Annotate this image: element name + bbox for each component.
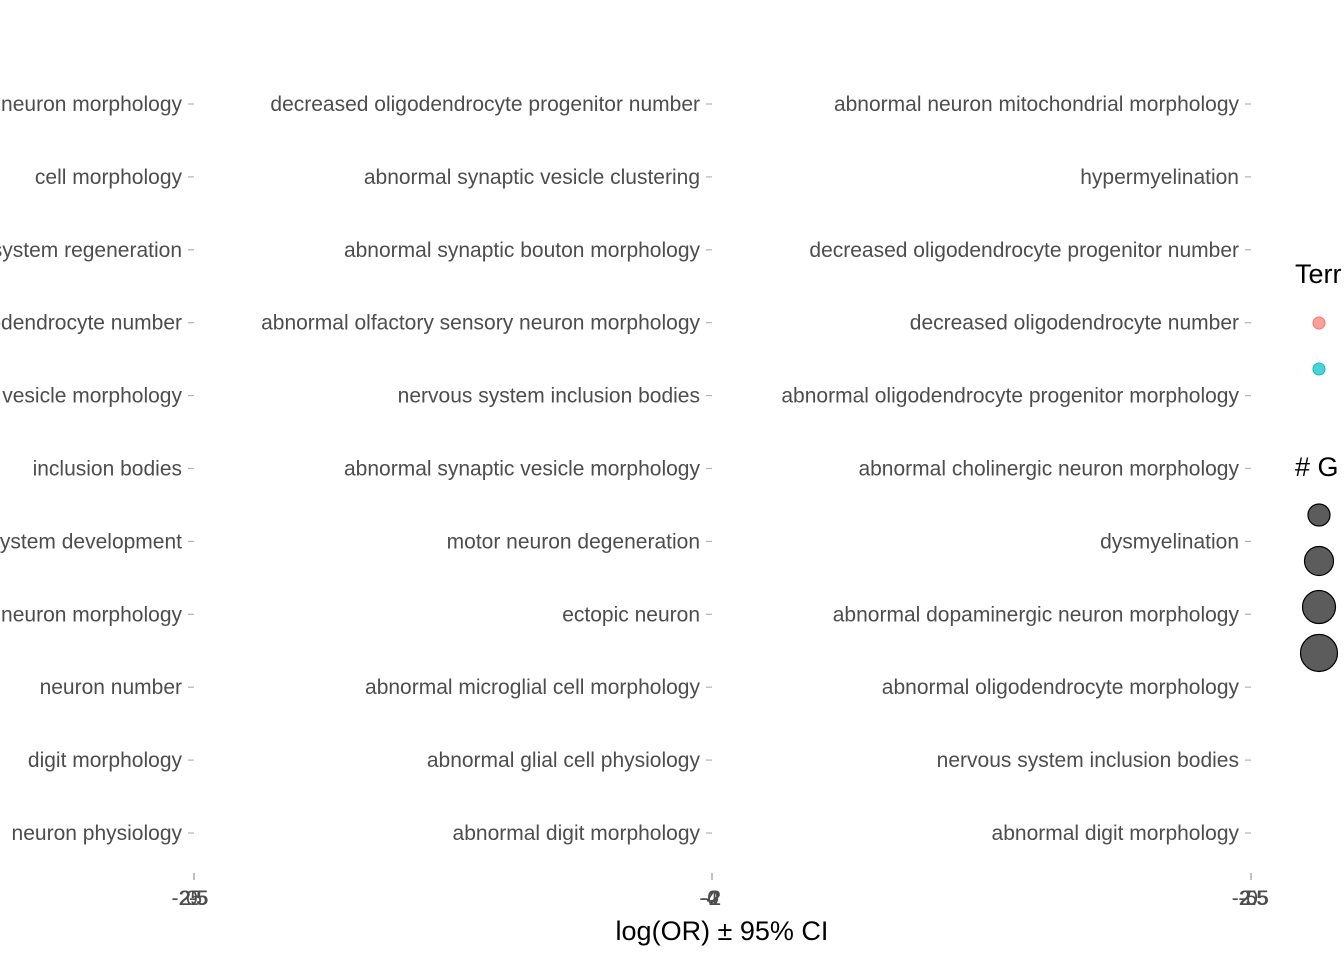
y-tick-label: abnormal digit morphology	[992, 822, 1240, 845]
y-tick-label: neuron morphology	[1, 603, 182, 626]
y-tick-label: inclusion bodies	[33, 458, 182, 481]
y-tick-label: vesicle morphology	[2, 385, 182, 408]
y-tick-label: hypermyelination	[1080, 166, 1239, 189]
y-tick-label: abnormal synaptic bouton morphology	[344, 239, 701, 262]
y-tick-label: motor neuron degeneration	[447, 530, 700, 553]
y-tick-label: abnormal glial cell physiology	[427, 749, 701, 772]
x-tick-label: 5	[190, 887, 202, 910]
x-tick-label: -5	[1238, 887, 1257, 910]
y-tick-label: cell morphology	[35, 166, 183, 189]
size-legend-key	[1303, 545, 1335, 577]
facet-panel-3: abnormal digit morphology nervous system …	[781, 93, 1269, 910]
size-legend-key	[1307, 503, 1331, 527]
color-legend-keys	[1312, 316, 1326, 376]
y-tick-label: neuron number	[40, 676, 182, 699]
y-tick-label: decreased oligodendrocyte progenitor num…	[809, 239, 1239, 262]
y-tick-label: nervous system inclusion bodies	[937, 749, 1239, 772]
color-legend-title: Terr	[1295, 259, 1342, 289]
y-tick-label: abnormal neuron mitochondrial morphology	[834, 93, 1240, 116]
y-tick-label: decreased oligodendrocyte progenitor num…	[270, 93, 700, 116]
x-tick-label: -5	[189, 887, 208, 910]
facet-panel-2: abnormal digit morphology abnormal glial …	[261, 93, 721, 910]
y-tick-label: digit morphology	[28, 749, 183, 772]
y-tick-label: system development	[0, 530, 182, 553]
y-tick-label: abnormal olfactory sensory neuron morpho…	[261, 312, 700, 335]
x-axis-title: log(OR) ± 95% CI	[616, 916, 829, 946]
color-legend-key	[1312, 362, 1326, 376]
color-legend-key	[1312, 316, 1326, 330]
y-tick-label: decreased oligodendrocyte number	[910, 312, 1239, 335]
x-tick-label: 0	[1246, 887, 1258, 910]
y-tick-label: abnormal synaptic vesicle morphology	[344, 458, 701, 481]
facet-panel-1: neuron physiology digit morphology neuron …	[0, 93, 209, 910]
x-tick-label: 2.5	[179, 887, 208, 910]
facet-panels: neuron physiology digit morphology neuron …	[0, 93, 1269, 910]
y-tick-label: ectopic neuron	[562, 603, 700, 626]
y-tick-label: abnormal dopaminergic neuron morphology	[833, 603, 1240, 626]
y-tick-label: oligodendrocyte number	[0, 312, 182, 335]
size-legend-keys	[1299, 503, 1339, 673]
x-tick-label: -2	[702, 887, 721, 910]
x-tick-label: 0	[186, 887, 198, 910]
y-tick-label: abnormal microglial cell morphology	[365, 676, 700, 699]
y-tick-label: neuron physiology	[12, 822, 183, 845]
y-tick-label: abnormal synaptic vesicle clustering	[364, 166, 700, 189]
x-tick-label: 0	[707, 887, 719, 910]
size-legend-title: # G	[1295, 452, 1339, 482]
size-legend-key	[1301, 589, 1337, 625]
y-tick-label: nervous system inclusion bodies	[398, 385, 700, 408]
y-tick-label: abnormal oligodendrocyte progenitor morp…	[781, 385, 1239, 408]
y-tick-label: abnormal digit morphology	[453, 822, 701, 845]
legend: Terr # G	[1295, 259, 1342, 673]
size-legend-key	[1299, 633, 1339, 673]
x-tick-label: -2.5	[172, 887, 208, 910]
y-tick-label: abnormal oligodendrocyte morphology	[882, 676, 1240, 699]
y-tick-label: system regeneration	[0, 239, 182, 262]
x-tick-label: -4	[699, 887, 718, 910]
x-tick-label: -2.5	[1232, 887, 1268, 910]
y-tick-label: abnormal cholinergic neuron morphology	[858, 458, 1239, 481]
y-tick-label: neuron morphology	[1, 93, 182, 116]
y-tick-label: dysmyelination	[1100, 530, 1239, 553]
x-tick-label: 2.5	[1240, 887, 1269, 910]
x-tick-label: 2	[709, 887, 721, 910]
